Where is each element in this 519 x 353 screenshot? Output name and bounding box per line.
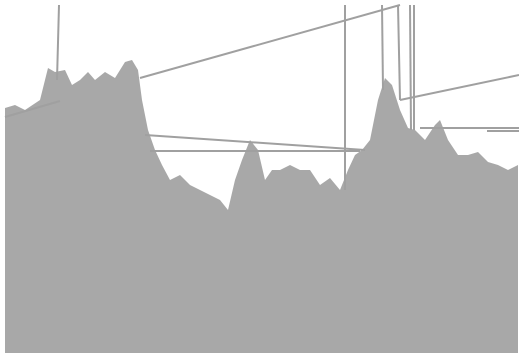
area [5,60,518,353]
overlay-lines [4,4,519,190]
overlay-line [399,74,519,101]
overlay-line [56,4,60,81]
overlay-line [139,4,401,79]
overlay-line [144,134,366,151]
overlay-line [397,4,401,101]
overlay-line [409,4,412,131]
overlay-line [381,4,384,91]
overlay-line [4,100,61,118]
